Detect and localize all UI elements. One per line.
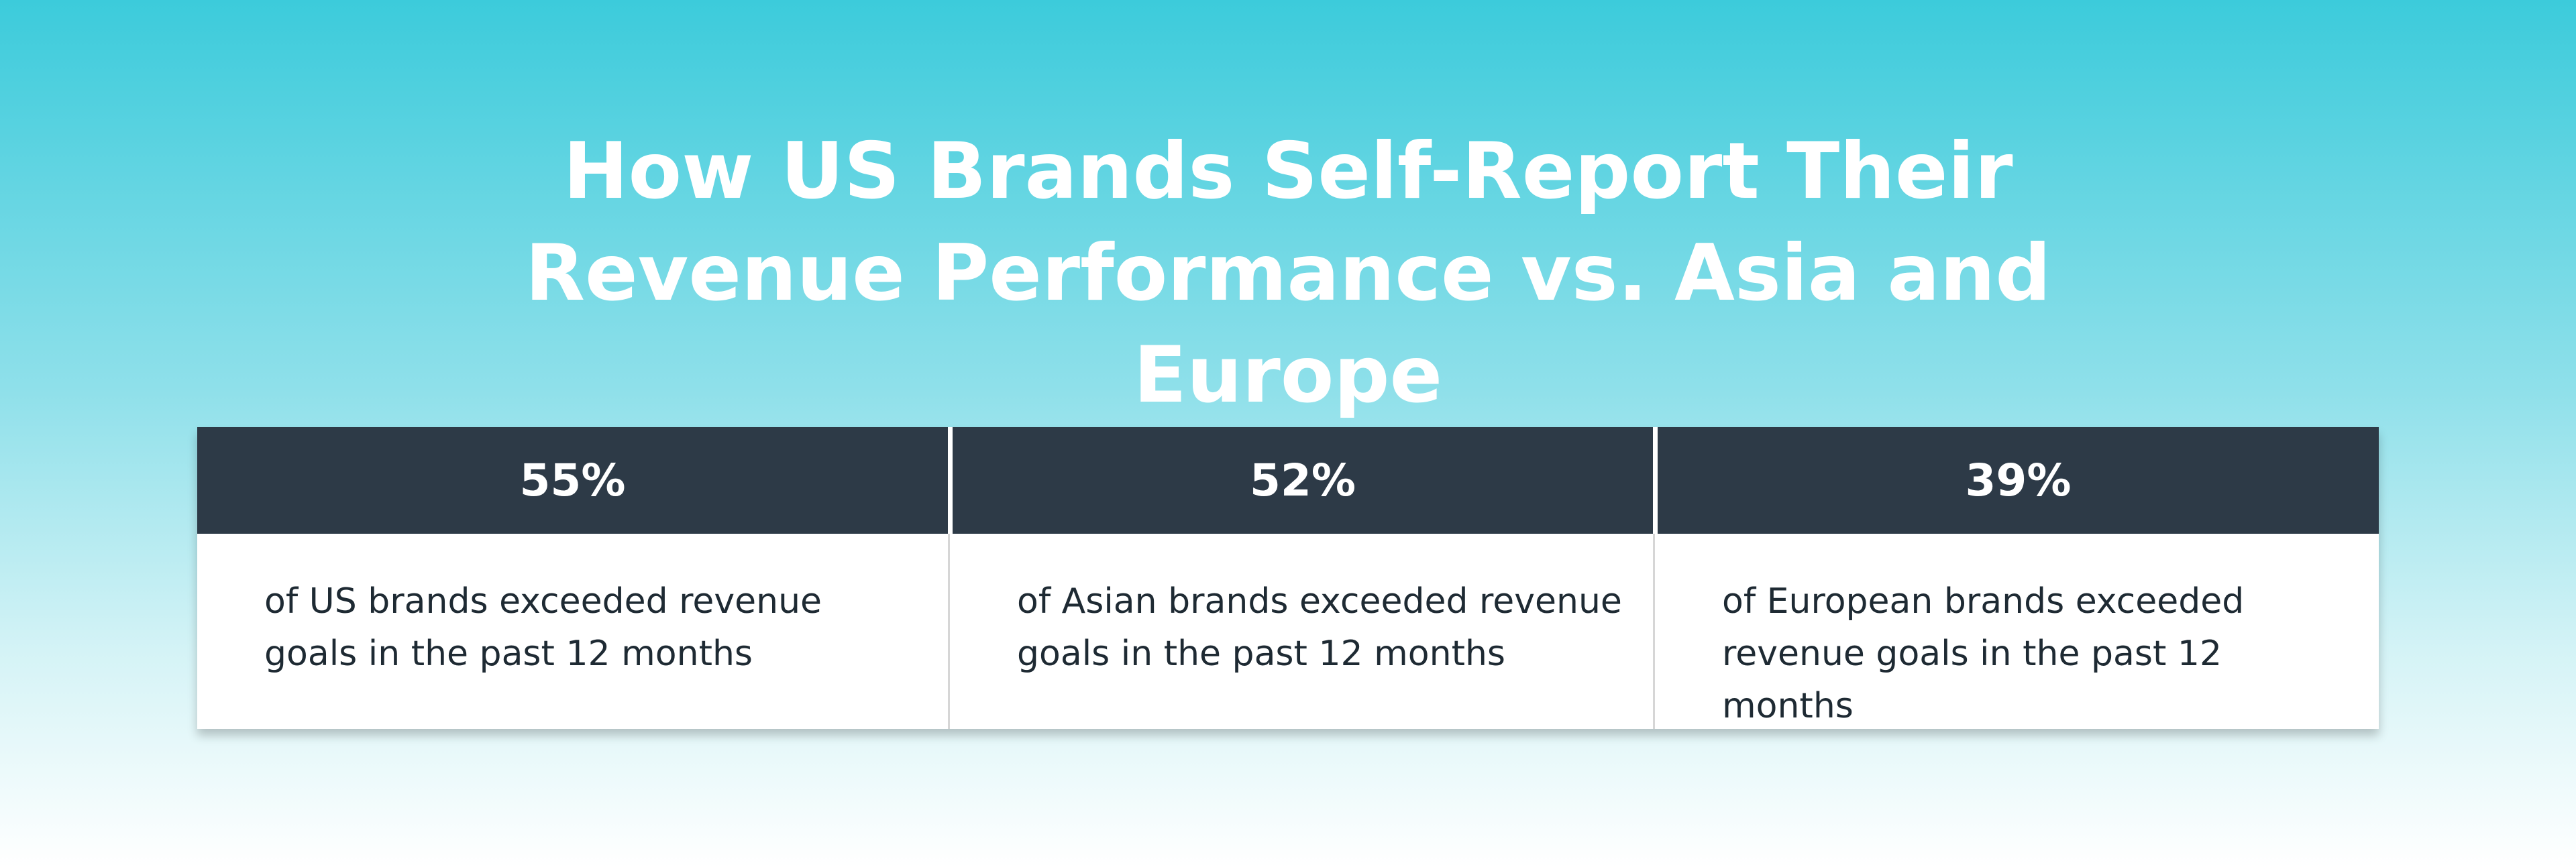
stat-description: of US brands exceeded revenue goals in t… [264,581,822,674]
stats-table: 55% of US brands exceeded revenue goals i… [197,427,2379,729]
stat-card: 52% of Asian brands exceeded revenue goal… [948,427,1653,729]
stat-card: 39% of European brands exceeded revenue g… [1653,427,2379,729]
stat-description: of European brands exceeded revenue goal… [1722,581,2245,726]
stat-card: 55% of US brands exceeded revenue goals i… [197,427,948,729]
title: How US Brands Self-Report Their Revenue … [525,126,2051,420]
stat-value: 39% [1653,427,2379,534]
stat-description: of Asian brands exceeded revenue goals i… [1017,581,1622,674]
stat-value: 55% [197,427,948,534]
stat-value: 52% [948,427,1653,534]
